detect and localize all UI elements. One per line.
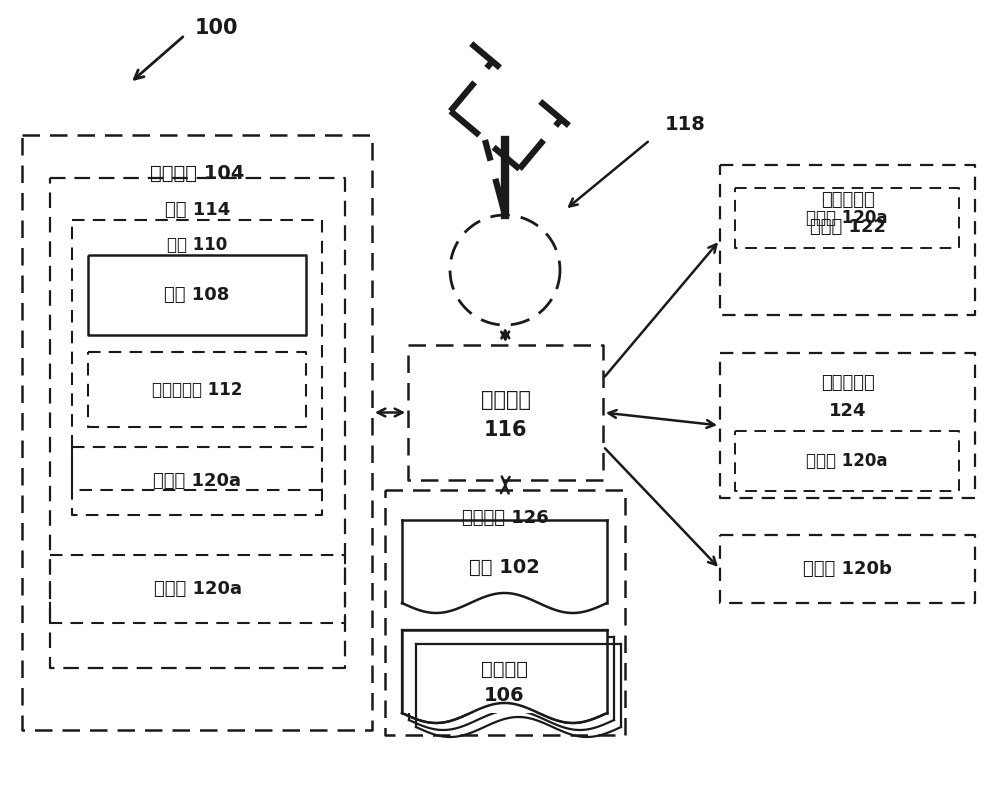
Text: 存储介质 126: 存储介质 126 [462, 509, 548, 527]
Text: 118: 118 [665, 115, 706, 134]
Polygon shape [402, 630, 607, 713]
Text: 传感器 120a: 传感器 120a [806, 452, 888, 470]
Text: 细胞 108: 细胞 108 [164, 286, 230, 304]
Text: 试剂分配器: 试剂分配器 [821, 374, 874, 392]
Text: 细胞培养物: 细胞培养物 [821, 191, 874, 209]
Text: 限定空间 104: 限定空间 104 [150, 163, 244, 182]
Text: 分配器 122: 分配器 122 [810, 218, 886, 236]
Text: 124: 124 [829, 402, 866, 420]
Text: 方案 102: 方案 102 [469, 558, 540, 577]
Text: 传感器 120a: 传感器 120a [153, 472, 241, 490]
Text: 外壳 114: 外壳 114 [165, 201, 230, 219]
Text: 容器 110: 容器 110 [167, 236, 227, 254]
Text: 100: 100 [195, 18, 239, 38]
Text: 传感器 120a: 传感器 120a [154, 580, 242, 598]
Text: 传感器 120b: 传感器 120b [803, 560, 892, 578]
Text: 处理电路: 处理电路 [480, 390, 530, 411]
Text: 传感器 120a: 传感器 120a [806, 209, 888, 227]
Text: 106: 106 [484, 686, 525, 705]
Text: 116: 116 [484, 421, 527, 440]
Text: 校正方案: 校正方案 [481, 660, 528, 679]
Text: 生长培养基 112: 生长培养基 112 [152, 381, 242, 399]
